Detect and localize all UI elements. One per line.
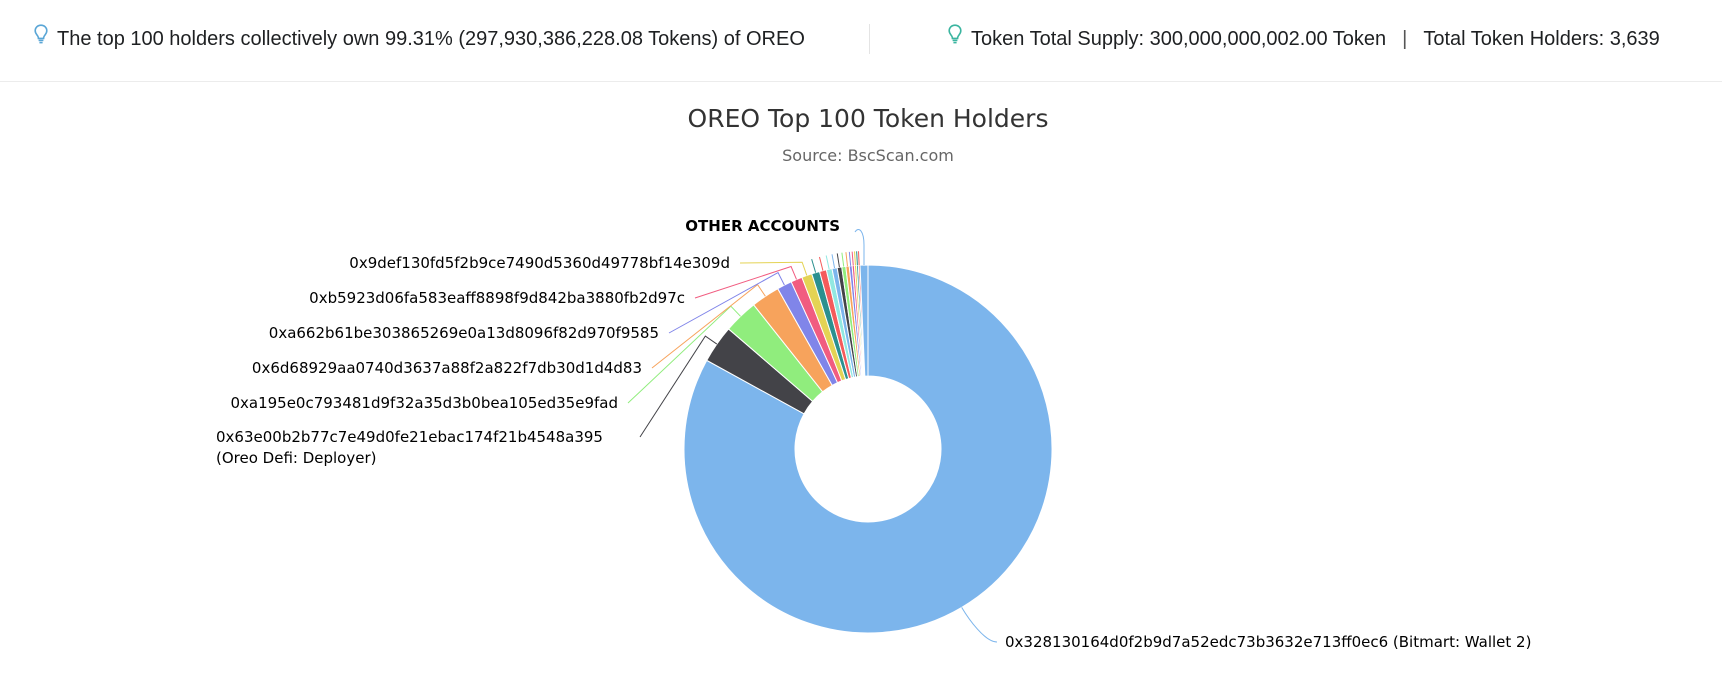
supply-summary: Token Total Supply: 300,000,000,002.00 T… [948,24,1660,54]
label-connector [836,253,840,268]
label-connector [854,229,865,266]
label-connector [851,251,854,266]
slice-label: 0xa195e0c793481d9f32a35d3b0bea105ed35e9f… [230,394,618,412]
label-connectors [627,229,998,643]
chart-title: OREO Top 100 Token Holders [688,104,1049,133]
lightbulb-icon [948,23,962,53]
info-divider [869,24,870,54]
slice-label-other-accounts: OTHER ACCOUNTS [685,217,840,235]
label-connector [694,265,797,299]
label-connector [856,251,858,266]
label-connector [854,251,856,266]
label-connector [651,283,766,369]
token-info-bar: The top 100 holders collectively own 99.… [0,0,1722,82]
label-connector [841,252,845,267]
label-connector [668,271,785,334]
lightbulb-icon [34,23,48,53]
label-connector [639,335,718,438]
holders-donut-chart: OREO Top 100 Token Holders Source: BscSc… [216,104,1531,651]
pie-slice[interactable] [859,264,869,377]
slice-label-line2: (Oreo Defi: Deployer) [216,449,377,467]
label-connector [819,256,824,271]
slice-label: 0x63e00b2b77c7e49d0fe21ebac174f21b4548a3… [216,428,603,446]
slice-labels: 0x328130164d0f2b9d7a52edc73b3632e713ff0e… [216,217,1531,651]
label-connector [825,255,830,270]
total-holders-text: Total Token Holders: 3,639 [1423,28,1660,50]
slice-label: 0x9def130fd5f2b9ce7490d5360d49778bf14e30… [349,254,730,272]
pie-slice[interactable] [683,264,1053,634]
top-holders-summary: The top 100 holders collectively own 99.… [34,24,805,54]
slice-label: 0x6d68929aa0740d3637a88f2a822f7db30d1d4d… [252,359,642,377]
label-connector [848,251,852,266]
chart-subtitle: Source: BscScan.com [782,146,954,165]
slice-label: 0xa662b61be303865269e0a13d8096f82d970f95… [269,324,659,342]
label-connector [961,607,998,643]
separator: | [1402,28,1408,50]
pie-slices [683,264,1053,634]
slice-label: 0xb5923d06fa583eaff8898f9d842ba3880fb2d9… [309,289,685,307]
label-connector [858,251,860,266]
label-connector [831,254,836,269]
label-connector [845,252,848,267]
label-connector [811,259,817,273]
top-holders-text: The top 100 holders collectively own 99.… [57,28,805,50]
slice-label: 0x328130164d0f2b9d7a52edc73b3632e713ff0e… [1005,633,1531,651]
label-connector [739,261,808,276]
total-supply-text: Token Total Supply: 300,000,000,002.00 T… [971,28,1387,50]
